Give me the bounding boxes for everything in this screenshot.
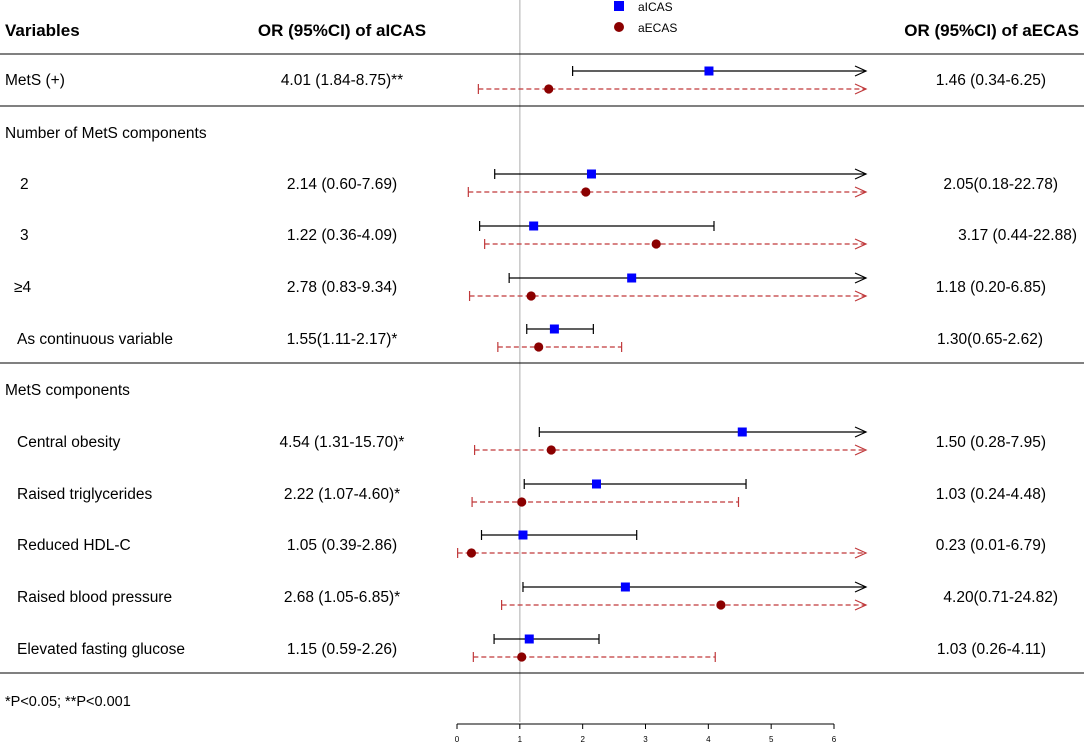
row-or-aecas: 4.20(0.71-24.82) <box>943 589 1058 606</box>
row-or-aicas: 1.05 (0.39-2.86) <box>287 537 397 554</box>
plot-marks <box>457 65 868 662</box>
row-label: As continuous variable <box>17 331 173 348</box>
footnote-significance: *P<0.05; **P<0.001 <box>5 694 131 710</box>
header-variables: Variables <box>5 21 80 40</box>
x-tick-label: 4 <box>706 735 711 744</box>
aicas-ci-arrow <box>854 272 868 284</box>
row-labels: MetS (+) 4.01 (1.84-8.75)** 1.46 (0.34-6… <box>5 72 1077 658</box>
aecas-point <box>466 548 477 558</box>
row-or-aecas: 1.46 (0.34-6.25) <box>936 72 1046 89</box>
header-or-aicas: OR (95%CI) of aICAS <box>258 21 426 40</box>
aecas-point <box>517 652 527 662</box>
aecas-point <box>651 239 661 249</box>
x-tick-label: 0 <box>455 735 460 744</box>
aicas-point <box>529 221 539 231</box>
aecas-point <box>544 84 554 94</box>
legend: aICAS aECAS <box>614 0 677 35</box>
aicas-ci-arrow <box>854 168 868 180</box>
aicas-point <box>518 530 528 540</box>
row-label: ≥4 <box>14 279 32 296</box>
section-number-of-components: Number of MetS components <box>5 125 207 142</box>
aecas-ci-arrow <box>854 547 868 559</box>
row-or-aicas: 2.14 (0.60-7.69) <box>287 176 397 193</box>
row-or-aicas: 4.54 (1.31-15.70)* <box>280 434 405 451</box>
legend-aecas-marker <box>614 22 624 32</box>
aicas-point <box>620 582 630 592</box>
row-label: 3 <box>20 227 29 244</box>
row-or-aicas: 1.15 (0.59-2.26) <box>287 641 397 658</box>
row-or-aecas: 0.23 (0.01-6.79) <box>936 537 1046 554</box>
aecas-ci-arrow <box>854 599 868 611</box>
x-tick-label: 5 <box>769 735 774 744</box>
row-or-aicas: 2.78 (0.83-9.34) <box>287 279 397 296</box>
aicas-point <box>549 324 559 334</box>
row-or-aicas: 1.22 (0.36-4.09) <box>287 227 397 244</box>
aecas-ci-arrow <box>854 444 868 456</box>
header-or-aecas: OR (95%CI) of aECAS <box>904 21 1079 40</box>
aecas-point <box>526 291 536 301</box>
x-axis: 0 1 2 3 4 5 6 <box>455 723 837 744</box>
aicas-point <box>704 66 714 76</box>
row-label: 2 <box>20 176 29 193</box>
row-or-aecas: 2.05(0.18-22.78) <box>943 176 1058 193</box>
row-label: Elevated fasting glucose <box>17 641 185 658</box>
row-label: MetS (+) <box>5 72 65 89</box>
row-label: Raised triglycerides <box>17 486 152 503</box>
legend-aicas-label: aICAS <box>638 0 673 14</box>
aicas-point <box>627 273 637 283</box>
row-or-aecas: 1.03 (0.24-4.48) <box>936 486 1046 503</box>
aicas-point <box>737 427 747 437</box>
x-tick-label: 2 <box>580 735 585 744</box>
row-or-aicas: 1.55(1.11-2.17)* <box>287 331 398 348</box>
row-or-aecas: 1.30(0.65-2.62) <box>937 331 1043 348</box>
aecas-ci-arrow <box>854 83 868 95</box>
aicas-ci-arrow <box>854 426 868 438</box>
aecas-ci-arrow <box>854 238 868 250</box>
aecas-point <box>517 497 527 507</box>
row-or-aecas: 1.18 (0.20-6.85) <box>936 279 1046 296</box>
x-tick-label: 6 <box>832 735 837 744</box>
aicas-point <box>524 634 534 644</box>
row-or-aicas: 2.22 (1.07-4.60)* <box>284 486 400 503</box>
aicas-point <box>591 479 601 489</box>
section-mets-components: MetS components <box>5 382 130 399</box>
aecas-point <box>581 187 591 197</box>
aecas-point <box>534 342 544 352</box>
x-tick-label: 1 <box>518 735 523 744</box>
row-label: Reduced HDL-C <box>17 537 131 554</box>
row-or-aecas: 1.50 (0.28-7.95) <box>936 434 1046 451</box>
aecas-ci-arrow <box>854 186 868 198</box>
aecas-point <box>716 600 726 610</box>
aecas-point <box>546 445 556 455</box>
row-or-aecas: 1.03 (0.26-4.11) <box>937 641 1046 658</box>
row-or-aecas: 3.17 (0.44-22.88) <box>958 227 1077 244</box>
aecas-ci-arrow <box>854 290 868 302</box>
x-tick-label: 3 <box>643 735 648 744</box>
legend-aicas-marker <box>614 1 624 11</box>
row-label: Raised blood pressure <box>17 589 172 606</box>
aicas-point <box>586 169 596 179</box>
row-or-aicas: 2.68 (1.05-6.85)* <box>284 589 400 606</box>
row-label: Central obesity <box>17 434 121 451</box>
row-or-aicas: 4.01 (1.84-8.75)** <box>281 72 403 89</box>
legend-aecas-label: aECAS <box>638 21 677 35</box>
aicas-ci-arrow <box>854 65 868 77</box>
aicas-ci-arrow <box>854 581 868 593</box>
